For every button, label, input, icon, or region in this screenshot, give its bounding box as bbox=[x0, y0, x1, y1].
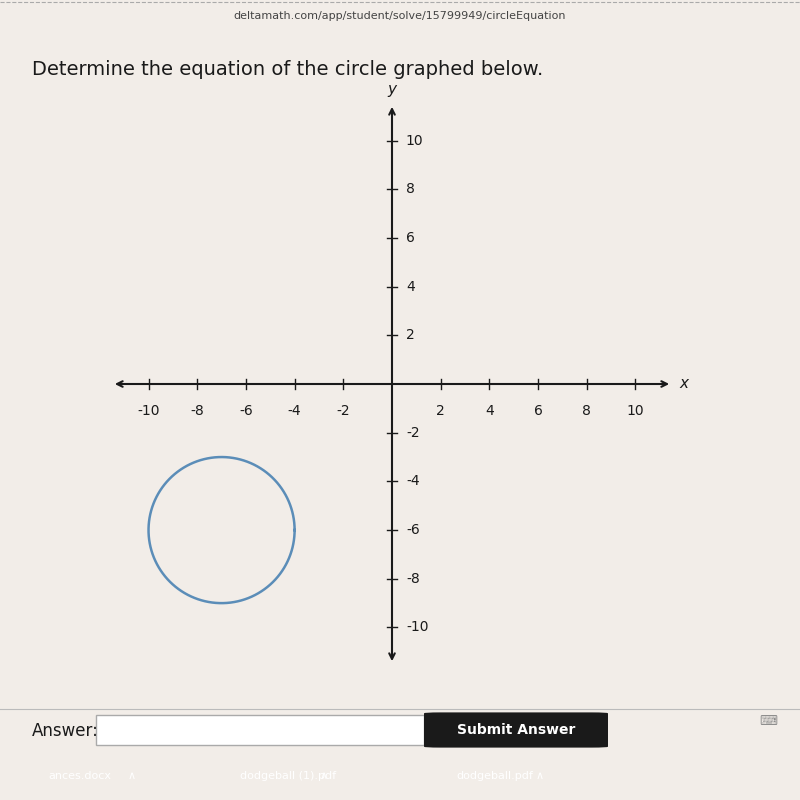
Text: -8: -8 bbox=[190, 404, 204, 418]
Text: 8: 8 bbox=[582, 404, 591, 418]
Text: 2: 2 bbox=[406, 328, 414, 342]
Text: -10: -10 bbox=[138, 404, 160, 418]
Text: -2: -2 bbox=[406, 426, 419, 440]
Text: y: y bbox=[387, 82, 397, 97]
Text: dodgeball (1).pdf: dodgeball (1).pdf bbox=[240, 771, 336, 781]
Text: 6: 6 bbox=[534, 404, 542, 418]
Text: -4: -4 bbox=[406, 474, 419, 488]
FancyBboxPatch shape bbox=[96, 714, 424, 746]
Text: 2: 2 bbox=[436, 404, 445, 418]
Text: x: x bbox=[679, 377, 688, 391]
Text: ∧: ∧ bbox=[536, 771, 544, 781]
Text: ances.docx: ances.docx bbox=[48, 771, 111, 781]
Text: -2: -2 bbox=[337, 404, 350, 418]
Text: 4: 4 bbox=[406, 280, 414, 294]
Text: Answer:: Answer: bbox=[32, 722, 99, 740]
Text: 10: 10 bbox=[406, 134, 423, 147]
Text: -4: -4 bbox=[288, 404, 302, 418]
Text: -10: -10 bbox=[406, 621, 428, 634]
Text: -6: -6 bbox=[239, 404, 253, 418]
Text: 8: 8 bbox=[406, 182, 414, 196]
Text: 6: 6 bbox=[406, 231, 414, 245]
Text: -8: -8 bbox=[406, 572, 420, 586]
Text: 4: 4 bbox=[485, 404, 494, 418]
Text: ∧: ∧ bbox=[320, 771, 328, 781]
Text: Determine the equation of the circle graphed below.: Determine the equation of the circle gra… bbox=[32, 60, 543, 79]
Text: ∧: ∧ bbox=[128, 771, 136, 781]
Text: dodgeball.pdf: dodgeball.pdf bbox=[456, 771, 533, 781]
Text: -6: -6 bbox=[406, 523, 420, 537]
FancyBboxPatch shape bbox=[424, 712, 608, 747]
Text: Submit Answer: Submit Answer bbox=[457, 723, 575, 737]
Text: 10: 10 bbox=[626, 404, 644, 418]
Text: deltamath.com/app/student/solve/15799949/circleEquation: deltamath.com/app/student/solve/15799949… bbox=[234, 11, 566, 22]
Text: ⌨: ⌨ bbox=[759, 714, 777, 728]
